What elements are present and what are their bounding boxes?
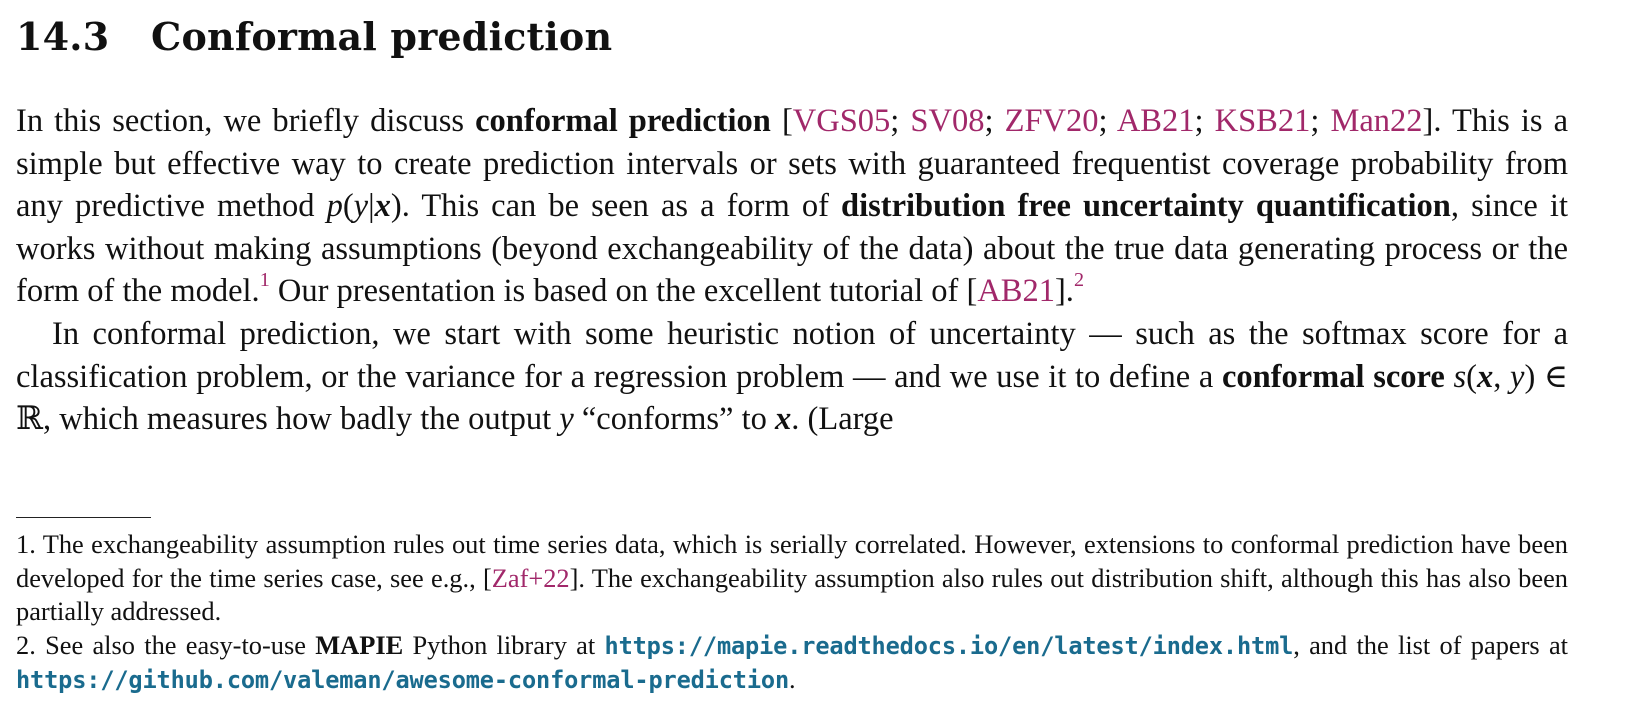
math-x: x: [374, 188, 391, 225]
math-paren-open: (: [342, 188, 354, 225]
text-run: Python library at: [403, 629, 605, 660]
text-run: , and the list of papers at: [1293, 629, 1568, 660]
text-run: In conformal prediction, we start with s…: [16, 315, 1568, 395]
footnote-label: 1.: [16, 529, 36, 559]
math-comma: ,: [1493, 358, 1510, 395]
citation-ab21[interactable]: AB21: [1116, 103, 1195, 139]
text-run: Our presentation is based on the excelle…: [269, 273, 978, 310]
footnote-2: 2. See also the easy-to-use MAPIE Python…: [16, 629, 1568, 698]
footnotes: 1. The exchangeability assumption rules …: [16, 528, 1568, 698]
footnote-ref-2[interactable]: 2: [1073, 269, 1085, 292]
text-run: The exchangeability assumption rules out…: [16, 529, 1568, 593]
math-y: y: [353, 188, 369, 225]
term-mapie: MAPIE: [315, 629, 404, 660]
section-title: Conformal prediction: [151, 14, 613, 59]
math-paren-close: ): [390, 188, 402, 225]
citation-vgs05[interactable]: VGS05: [792, 103, 891, 139]
math-p: p: [326, 188, 343, 225]
citation-zaf22[interactable]: Zaf+22: [491, 562, 570, 593]
separator: ;: [984, 103, 1005, 139]
term-conformal-prediction: conformal prediction: [475, 103, 771, 139]
section-body: In this section, we briefly discuss conf…: [16, 100, 1568, 441]
separator: ;: [1194, 103, 1215, 139]
citation-zfv20[interactable]: ZFV20: [1004, 103, 1099, 139]
math-x: x: [775, 401, 792, 438]
math-s: s: [1453, 358, 1467, 395]
footnote-rule: [16, 517, 151, 518]
footnote-1: 1. The exchangeability assumption rules …: [16, 528, 1568, 629]
text-run: ].: [1054, 273, 1074, 310]
text-run: ]. The exchangeability assumption also r…: [16, 562, 1568, 627]
math-y: y: [559, 401, 574, 438]
text-run: , which measures how badly the output: [43, 401, 560, 438]
citation-man22[interactable]: Man22: [1330, 103, 1423, 139]
math-paren-open: (: [1466, 358, 1477, 395]
text-run: .: [789, 664, 796, 695]
math-bar: |: [368, 188, 375, 225]
separator: ;: [1098, 103, 1117, 139]
text-run: ]. This is a simple but effective way to…: [16, 103, 1569, 225]
text-run: [: [770, 103, 793, 139]
section-number: 14.3: [16, 14, 110, 59]
section-heading: 14.3 Conformal prediction: [16, 14, 612, 59]
text-run: . This can be seen as a form of: [401, 188, 842, 225]
math-y: y: [1510, 358, 1525, 395]
citation-ab21[interactable]: AB21: [977, 273, 1055, 310]
text-run: , since it works without making assumpti…: [16, 188, 1568, 310]
link-mapie-docs[interactable]: https://mapie.readthedocs.io/en/latest/i…: [604, 631, 1294, 660]
citation-sv08[interactable]: SV08: [910, 103, 985, 139]
math-in-reals: ) ∈ ℝ: [16, 358, 1568, 438]
math-x: x: [1476, 358, 1494, 395]
footnote-ref-1[interactable]: 1: [259, 269, 270, 292]
separator: ;: [890, 103, 911, 139]
separator: ;: [1310, 103, 1331, 139]
text-run: . (Large: [791, 401, 894, 438]
link-awesome-conformal[interactable]: https://github.com/valeman/awesome-confo…: [16, 666, 790, 695]
text-run: See also the easy-to-use: [35, 629, 316, 660]
term-conformal-score: conformal score: [1221, 358, 1445, 395]
term-distribution-free-uq: distribution free uncertainty quantifica…: [841, 188, 1451, 225]
text-run: In this section, we briefly discuss: [16, 103, 476, 139]
footnote-label: 2.: [16, 629, 36, 660]
paragraph-intro: In this section, we briefly discuss conf…: [16, 100, 1568, 313]
text-run: “conforms” to: [573, 401, 776, 438]
citation-ksb21[interactable]: KSB21: [1214, 103, 1311, 139]
paragraph-conformal-score: In conformal prediction, we start with s…: [16, 313, 1568, 441]
